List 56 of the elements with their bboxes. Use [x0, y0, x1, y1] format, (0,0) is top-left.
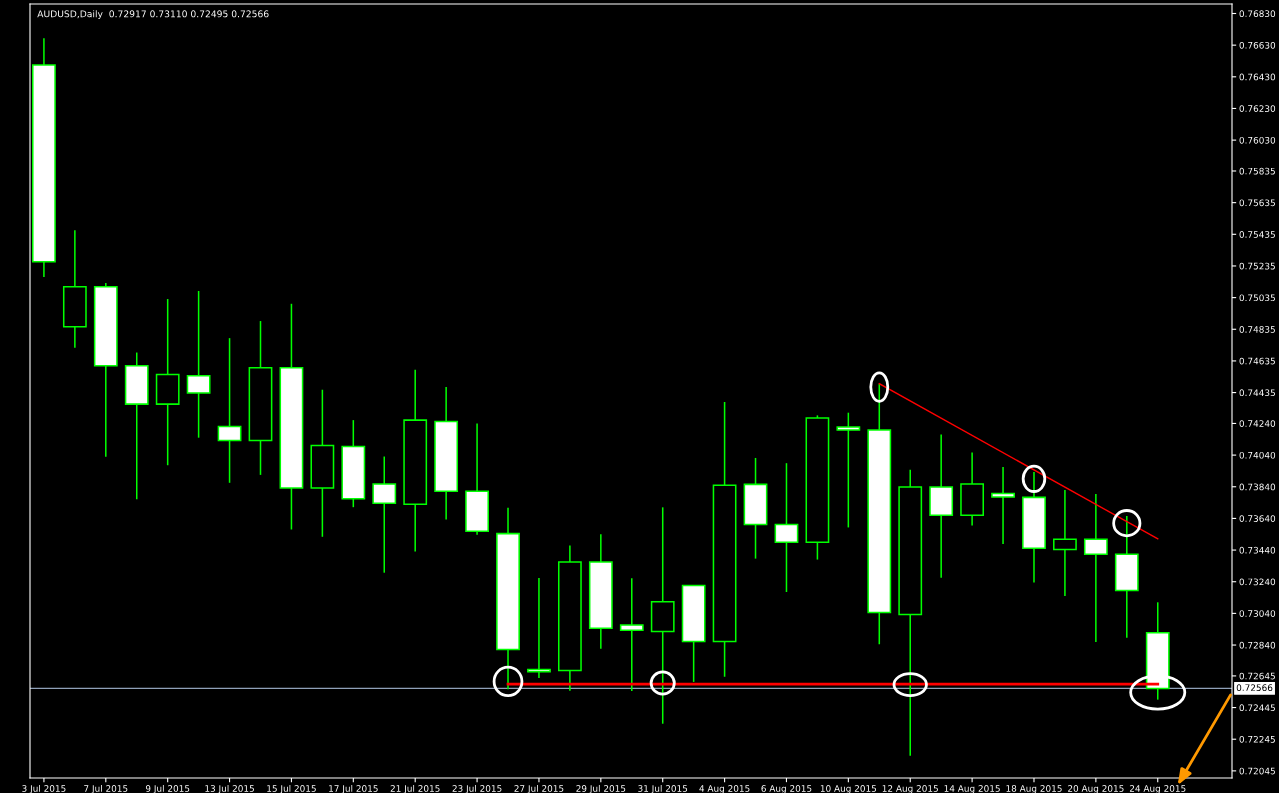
- candlestick: [774, 462, 799, 593]
- candlestick: [619, 577, 644, 692]
- x-tick-label: 15 Jul 2015: [267, 784, 316, 793]
- candlestick: [527, 577, 551, 679]
- x-tick-label: 23 Jul 2015: [452, 784, 502, 793]
- x-tick-label: 12 Aug 2015: [882, 785, 938, 793]
- y-tick-label: 0.72840: [1239, 641, 1276, 649]
- x-tick-label: 13 Jul 2015: [205, 784, 254, 793]
- x-tick-label: 4 Aug 2015: [699, 785, 750, 793]
- candlestick: [186, 290, 211, 439]
- x-tick-label: 14 Aug 2015: [944, 785, 1000, 793]
- ref-line-label: 0.72566: [1236, 684, 1273, 691]
- y-tick-label: 0.72645: [1239, 672, 1275, 680]
- y-tick-label: 0.73440: [1239, 546, 1276, 554]
- x-tick-label: 29 Jul 2015: [576, 784, 626, 793]
- candlestick: [1053, 489, 1077, 597]
- x-tick-label: 27 Jul 2015: [514, 784, 564, 793]
- candlestick: [372, 455, 397, 574]
- y-tick-label: 0.74635: [1239, 357, 1275, 365]
- y-tick-label: 0.73040: [1239, 610, 1276, 617]
- y-tick-label: 0.76230: [1239, 105, 1276, 112]
- x-tick-label: 24 Aug 2015: [1129, 785, 1186, 793]
- x-tick-label: 3 Jul 2015: [22, 784, 66, 793]
- y-tick-label: 0.72245: [1239, 736, 1275, 743]
- y-tick-label: 0.75035: [1239, 294, 1275, 302]
- candlestick: [217, 337, 242, 484]
- y-tick-label: 0.74435: [1239, 389, 1275, 397]
- y-tick-label: 0.73640: [1239, 515, 1276, 522]
- x-tick-label: 6 Aug 2015: [761, 785, 812, 793]
- x-tick-label: 31 Jul 2015: [638, 784, 688, 793]
- y-tick-label: 0.75635: [1239, 199, 1275, 207]
- y-tick-label: 0.75835: [1239, 167, 1275, 175]
- y-tick-label: 0.74040: [1239, 451, 1276, 459]
- y-tick-label: 0.75435: [1239, 231, 1275, 238]
- x-tick-label: 17 Jul 2015: [329, 784, 378, 793]
- candlestick: [991, 466, 1015, 545]
- y-tick-label: 0.73240: [1239, 578, 1276, 586]
- y-tick-label: 0.76430: [1239, 73, 1276, 81]
- y-tick-label: 0.74835: [1239, 326, 1275, 333]
- candlestick: [1083, 493, 1108, 643]
- text: AUDUSD,Daily 0.72917 0.73110 0.72495 0.72566: [37, 10, 269, 20]
- x-tick-label: 20 Aug 2015: [1068, 785, 1124, 793]
- x-tick-label: 7 Jul 2015: [84, 784, 128, 793]
- y-tick-label: 0.75235: [1239, 262, 1275, 270]
- x-tick-label: 18 Aug 2015: [1006, 785, 1062, 793]
- x-tick-label: 10 Aug 2015: [820, 785, 877, 793]
- y-tick-label: 0.76830: [1239, 10, 1276, 17]
- y-tick-label: 0.76030: [1239, 136, 1276, 144]
- y-tick-label: 0.74240: [1239, 420, 1276, 427]
- x-tick-label: 21 Jul 2015: [390, 784, 440, 793]
- y-tick-label: 0.72045: [1239, 767, 1275, 775]
- x-tick-label: 9 Jul 2015: [145, 784, 190, 793]
- y-tick-label: 0.72445: [1239, 704, 1275, 712]
- candlestick: [836, 411, 861, 529]
- y-tick-label: 0.73840: [1239, 483, 1276, 491]
- y-tick-label: 0.76630: [1239, 41, 1276, 49]
